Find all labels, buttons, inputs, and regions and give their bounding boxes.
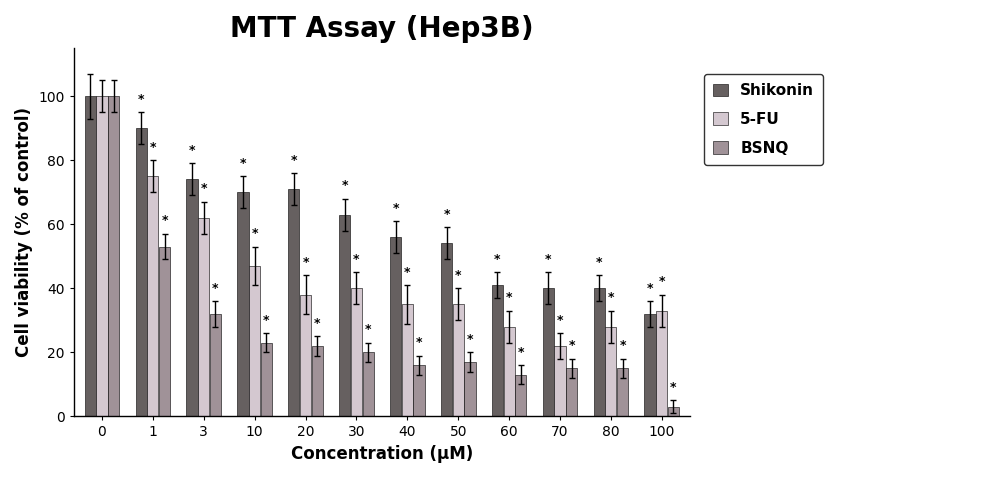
Text: *: *: [455, 269, 461, 282]
Bar: [312, 346, 323, 416]
Text: *: *: [557, 314, 563, 327]
Bar: [441, 243, 452, 416]
Text: *: *: [161, 215, 168, 228]
Bar: [159, 247, 170, 416]
Bar: [566, 369, 577, 416]
Bar: [96, 96, 108, 416]
Bar: [605, 327, 616, 416]
Text: *: *: [291, 153, 297, 167]
Text: *: *: [302, 256, 309, 269]
Bar: [300, 295, 311, 416]
Bar: [554, 346, 566, 416]
Bar: [363, 352, 374, 416]
Text: *: *: [608, 291, 614, 304]
Text: *: *: [647, 282, 653, 295]
Bar: [413, 365, 425, 416]
Bar: [288, 189, 299, 416]
Text: *: *: [200, 183, 207, 196]
Text: *: *: [404, 266, 411, 279]
Bar: [656, 311, 667, 416]
Bar: [249, 266, 260, 416]
Bar: [464, 362, 476, 416]
Text: *: *: [416, 336, 422, 349]
Bar: [402, 304, 413, 416]
Text: *: *: [443, 208, 450, 221]
Bar: [85, 96, 96, 416]
Text: *: *: [545, 253, 552, 266]
Text: *: *: [518, 346, 524, 359]
Text: *: *: [150, 141, 156, 154]
Bar: [339, 215, 350, 416]
Bar: [504, 327, 515, 416]
Text: *: *: [494, 253, 501, 266]
Bar: [515, 375, 526, 416]
Bar: [644, 314, 656, 416]
Bar: [237, 192, 249, 416]
Text: *: *: [212, 282, 219, 295]
Bar: [147, 176, 158, 416]
Bar: [351, 288, 362, 416]
Bar: [186, 179, 198, 416]
Bar: [594, 288, 605, 416]
Bar: [543, 288, 554, 416]
Bar: [198, 218, 209, 416]
Bar: [390, 237, 401, 416]
Text: *: *: [467, 333, 473, 346]
Text: *: *: [619, 339, 626, 352]
Text: *: *: [568, 339, 575, 352]
Bar: [108, 96, 119, 416]
Text: *: *: [392, 202, 399, 215]
Text: *: *: [251, 227, 258, 240]
Text: *: *: [138, 93, 144, 106]
Text: *: *: [189, 144, 195, 157]
Text: *: *: [314, 317, 320, 330]
Text: *: *: [670, 381, 677, 394]
Bar: [492, 285, 503, 416]
Bar: [136, 128, 147, 416]
Bar: [261, 343, 272, 416]
Text: *: *: [659, 275, 665, 288]
Text: *: *: [353, 253, 360, 266]
Text: *: *: [240, 157, 246, 170]
Bar: [210, 314, 221, 416]
Text: *: *: [506, 291, 512, 304]
X-axis label: Concentration (μM): Concentration (μM): [291, 445, 473, 463]
Bar: [617, 369, 628, 416]
Legend: Shikonin, 5-FU, BSNQ: Shikonin, 5-FU, BSNQ: [704, 74, 823, 165]
Text: *: *: [341, 179, 348, 192]
Text: *: *: [596, 256, 602, 269]
Title: MTT Assay (Hep3B): MTT Assay (Hep3B): [230, 15, 534, 43]
Bar: [453, 304, 464, 416]
Text: *: *: [365, 323, 371, 337]
Text: *: *: [263, 314, 270, 327]
Bar: [668, 407, 679, 416]
Y-axis label: Cell viability (% of control): Cell viability (% of control): [15, 107, 33, 357]
